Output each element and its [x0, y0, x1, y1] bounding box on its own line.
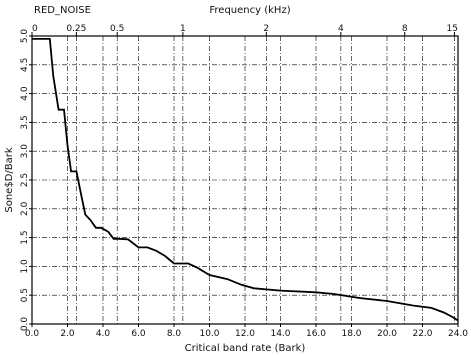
top-tick-label: 2 [263, 24, 269, 34]
top-axis: 0 0.25 0.5 1 2 4 8 15 [31, 24, 458, 36]
top-tick-label: 15 [447, 24, 458, 34]
y-tick-label: 2.0 [20, 201, 30, 216]
x-axis-label: Critical band rate (Bark) [185, 343, 306, 354]
top-tick-label: 4 [338, 24, 344, 34]
y-axis-label: Sone$D/Bark [4, 147, 15, 212]
grid [32, 36, 458, 324]
x-tick-label: 4.0 [96, 329, 111, 339]
x-tick-label: 20.0 [377, 329, 397, 339]
loudness-series-line [32, 38, 459, 322]
top-axis-label: Frequency (kHz) [209, 5, 290, 16]
top-tick-label: 0 [32, 24, 38, 34]
y-tick-label: 1.0 [20, 259, 30, 274]
y-tick-label: 5.0 [20, 29, 30, 44]
y-tick-label: 0.0 [20, 317, 30, 332]
top-tick-label: 1 [180, 24, 186, 34]
y-tick-label: 3.5 [20, 115, 30, 129]
x-tick-label: 22.0 [412, 329, 432, 339]
top-tick-label: 0.25 [66, 24, 86, 34]
x-tick-label: 8.0 [167, 329, 182, 339]
y-tick-label: 0.5 [20, 288, 30, 302]
x-axis: 0.0 2.0 4.0 6.0 8.0 10.0 12.0 14.0 16.0 18.0 20.0 2… [25, 324, 468, 339]
y-tick-label: 3.0 [20, 144, 30, 159]
y-tick-label: 1.5 [20, 230, 30, 244]
x-tick-label: 12.0 [235, 329, 255, 339]
chart-title: RED_NOISE [34, 5, 91, 16]
x-tick-label: 0.0 [25, 329, 40, 339]
x-tick-label: 14.0 [270, 329, 290, 339]
y-axis: 0.0 0.5 1.0 1.5 2.0 2.5 3.0 3.5 4.0 4.5 5.0 [20, 29, 32, 332]
x-tick-label: 16.0 [306, 329, 326, 339]
y-tick-label: 2.5 [20, 173, 30, 187]
x-tick-label: 2.0 [60, 329, 75, 339]
x-tick-label: 24.0 [448, 329, 468, 339]
x-tick-label: 10.0 [199, 329, 219, 339]
top-tick-label: 8 [402, 24, 408, 34]
x-tick-label: 18.0 [341, 329, 361, 339]
top-tick-label: 0.5 [110, 24, 124, 34]
y-tick-label: 4.5 [20, 58, 30, 72]
y-tick-label: 4.0 [20, 86, 30, 101]
x-tick-label: 6.0 [131, 329, 146, 339]
